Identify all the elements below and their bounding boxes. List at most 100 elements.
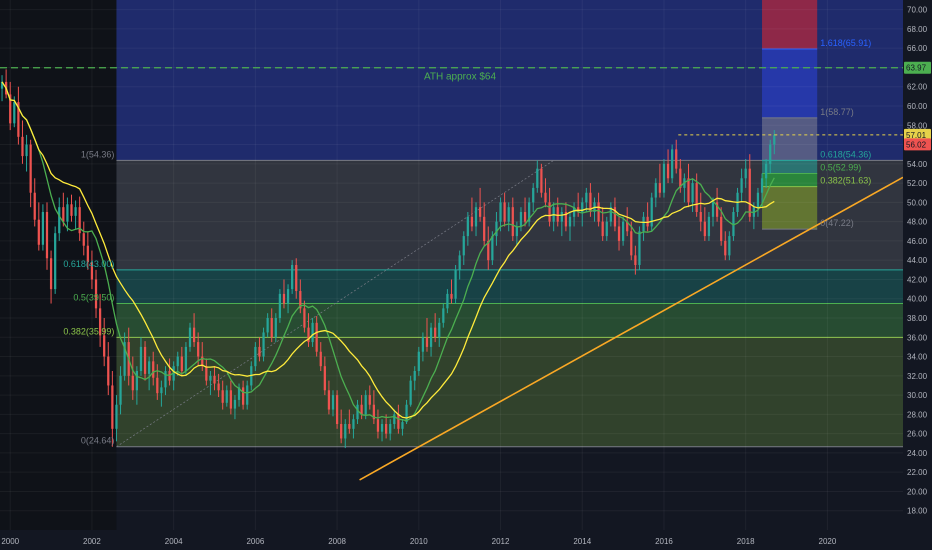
candle-body — [295, 265, 298, 292]
candle-body — [192, 327, 196, 343]
candle-body — [732, 212, 735, 237]
candle-body — [78, 207, 81, 234]
candle-body — [90, 262, 94, 280]
candle-body — [213, 375, 216, 384]
ath-label: ATH approx $64 — [424, 72, 497, 83]
candle-body — [246, 385, 249, 405]
candle-body — [266, 318, 269, 333]
candle-body — [421, 337, 425, 352]
candle-body — [237, 387, 241, 400]
fib-left-level-label: 0.382(35.99) — [63, 326, 114, 336]
x-tick-label: 2002 — [83, 537, 101, 546]
candle-body — [675, 149, 678, 169]
candle-body — [536, 168, 539, 188]
candle-body — [311, 322, 314, 343]
candle-body — [515, 226, 518, 237]
fib-zone-0-0382 — [116, 337, 904, 447]
candle-body — [258, 346, 261, 357]
candle-body — [434, 327, 437, 338]
fib-right-zone-1-1618 — [762, 49, 818, 118]
candle-body — [241, 387, 245, 405]
fib-right-zone-top — [762, 0, 818, 50]
candle-body — [499, 202, 502, 222]
y-tick-label: 30.00 — [907, 391, 928, 400]
candle-body — [609, 207, 612, 222]
candle-body — [671, 149, 674, 179]
candle-body — [601, 221, 604, 237]
candle-body — [756, 192, 760, 208]
x-tick-label: 2012 — [492, 537, 510, 546]
fib-right-zone-0382-05 — [762, 173, 818, 187]
candle-body — [344, 424, 347, 439]
fib-right-level-label: 1(58.77) — [820, 107, 854, 117]
x-tick-label: 2014 — [573, 537, 591, 546]
candle-body — [581, 202, 584, 212]
candle-body — [103, 335, 106, 357]
fib-right-level-label: 0.5(52.99) — [820, 163, 861, 173]
candle-body — [372, 404, 375, 420]
y-tick-label: 28.00 — [907, 410, 928, 419]
candle-body — [352, 419, 355, 429]
y-tick-label: 58.00 — [907, 121, 928, 130]
x-tick-label: 2020 — [819, 537, 837, 546]
x-tick-label: 2006 — [246, 537, 264, 546]
candle-body — [458, 255, 461, 270]
candle-body — [135, 371, 139, 391]
candle-body — [197, 342, 200, 357]
candle-body — [274, 318, 277, 338]
candle-body — [715, 202, 719, 217]
candle-body — [597, 202, 600, 222]
candle-body — [724, 240, 727, 256]
fib-labels: 0(24.64) 0.382(35.99) 0.5(39.50) 0.618(43.0… — [63, 38, 871, 446]
candle-body — [25, 144, 28, 157]
candle-body — [54, 233, 57, 290]
candle-body — [94, 279, 98, 309]
fib-left-level-label: 1(54.36) — [81, 149, 115, 159]
candle-body — [528, 202, 531, 222]
candle-body — [401, 422, 404, 429]
candle-body — [630, 231, 633, 256]
candle-body — [626, 221, 629, 232]
candle-body — [662, 163, 666, 193]
candle-body — [773, 134, 776, 145]
candle-body — [462, 236, 465, 256]
candle-body — [556, 207, 559, 222]
candle-body — [58, 207, 61, 234]
candle-body — [405, 404, 408, 423]
fib-right-level-label: 1.618(65.91) — [820, 38, 871, 48]
candle-body — [205, 366, 208, 381]
candle-body — [470, 216, 474, 227]
candle-body — [303, 308, 306, 328]
y-tick-label: 66.00 — [907, 44, 928, 53]
candles — [0, 69, 776, 449]
candle-body — [760, 178, 764, 193]
y-tick-label: 62.00 — [907, 83, 928, 92]
candle-body — [364, 395, 367, 415]
y-tick-label: 18.00 — [907, 507, 928, 516]
candle-body — [74, 207, 77, 216]
candle-body — [0, 81, 4, 89]
x-tick-label: 2008 — [328, 537, 346, 546]
candle-body — [131, 375, 134, 391]
candle-body — [98, 308, 102, 336]
drawn-lines[interactable] — [0, 67, 904, 481]
fibonacci-retracements[interactable] — [116, 0, 904, 448]
moving-averages — [1, 81, 775, 422]
y-tick-label: 24.00 — [907, 449, 928, 458]
candle-body — [225, 390, 228, 403]
price-badge-label: 57.01 — [906, 131, 927, 140]
candle-body — [466, 216, 469, 237]
candle-body — [507, 207, 510, 222]
left-dark-zone — [0, 0, 117, 530]
candle-body — [764, 163, 768, 179]
candle-body — [282, 293, 286, 304]
candle-body — [13, 102, 16, 124]
candle-body — [17, 102, 20, 137]
candle-body — [572, 207, 576, 217]
y-tick-label: 34.00 — [907, 353, 928, 362]
candle-body — [679, 168, 682, 188]
candle-body — [119, 375, 122, 405]
candle-body — [638, 231, 641, 265]
candle-body — [728, 236, 731, 256]
